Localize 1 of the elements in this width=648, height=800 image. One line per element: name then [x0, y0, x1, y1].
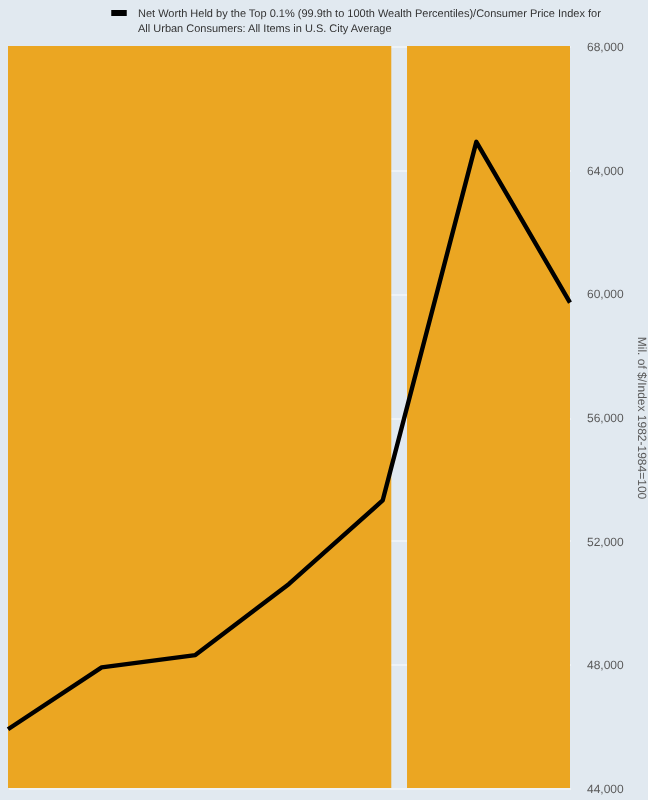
line-series — [5, 139, 573, 732]
